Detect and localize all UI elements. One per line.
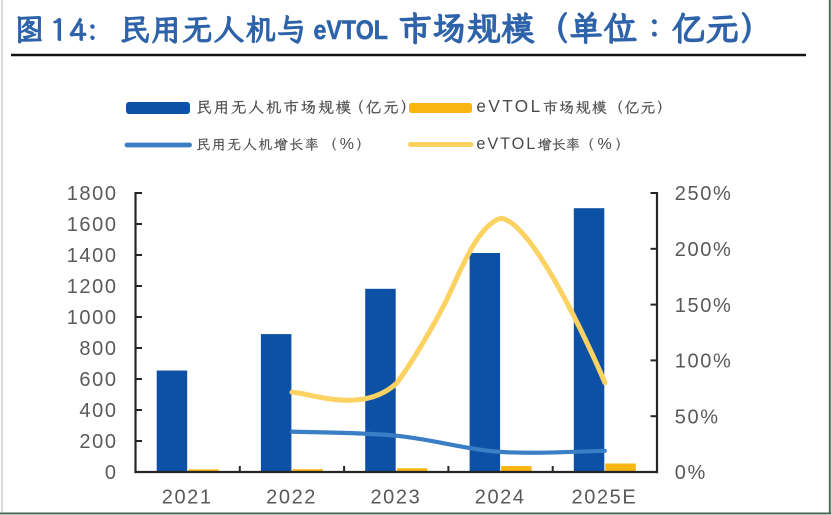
svg-text:400: 400 (79, 400, 117, 422)
svg-text:%: % (598, 136, 612, 153)
svg-text:2022: 2022 (266, 487, 317, 509)
svg-text:1200: 1200 (67, 276, 118, 298)
svg-text:0: 0 (105, 462, 118, 484)
svg-text:600: 600 (79, 369, 117, 391)
svg-text:150%: 150% (675, 295, 733, 317)
svg-text:1000: 1000 (67, 307, 118, 329)
svg-text:2021: 2021 (162, 487, 213, 509)
svg-text:eVTOL: eVTOL (314, 15, 389, 45)
svg-text:2023: 2023 (370, 487, 421, 509)
svg-text:50%: 50% (675, 406, 720, 428)
svg-text:100%: 100% (675, 351, 733, 373)
svg-text:eVTOL: eVTOL (476, 96, 542, 116)
svg-text:2024: 2024 (475, 487, 526, 509)
svg-text:800: 800 (79, 338, 117, 360)
svg-text:1800: 1800 (67, 183, 118, 205)
svg-text:200: 200 (79, 431, 117, 453)
svg-text:250%: 250% (675, 183, 733, 205)
svg-text:2025E: 2025E (571, 487, 637, 509)
svg-text:0%: 0% (675, 462, 707, 484)
svg-text:eVTOL: eVTOL (476, 135, 537, 153)
svg-text:1400: 1400 (67, 245, 118, 267)
svg-text:200%: 200% (675, 239, 733, 261)
svg-text:1600: 1600 (67, 214, 118, 236)
svg-text:%: % (340, 136, 354, 153)
